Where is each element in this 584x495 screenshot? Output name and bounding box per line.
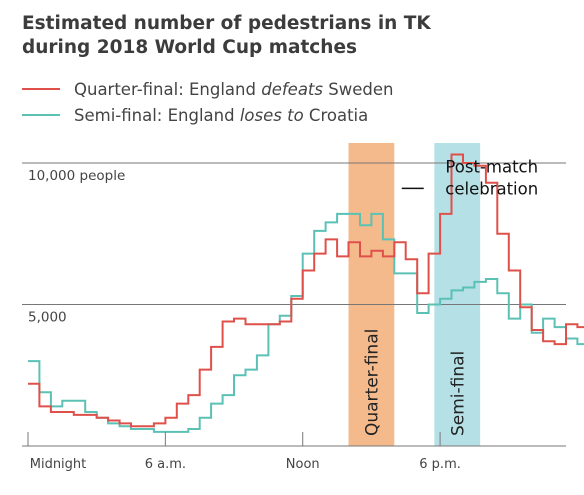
y-tick-label-10000: 10,000 people bbox=[28, 168, 125, 184]
x-tick-label-12: Noon bbox=[286, 457, 320, 472]
band-label-semi-final: Semi-final bbox=[448, 351, 468, 436]
legend-text-prefix: Quarter-final: England bbox=[74, 79, 262, 99]
chart-title-line2: during 2018 World Cup matches bbox=[22, 37, 357, 58]
y-tick-label-5000: 5,000 bbox=[28, 310, 67, 326]
x-tick-label-18: 6 p.m. bbox=[419, 457, 461, 472]
legend-text-suffix: Sweden bbox=[323, 79, 394, 99]
chart-title-line1: Estimated number of pedestrians in TK bbox=[22, 13, 431, 34]
x-tick-label-0: Midnight bbox=[30, 457, 87, 472]
legend-label-semi-final: Semi-final: England loses to Croatia bbox=[74, 106, 368, 125]
legend-swatch-quarter-final bbox=[22, 88, 60, 90]
legend-label-quarter-final: Quarter-final: England defeats Sweden bbox=[74, 80, 393, 99]
legend-text-emph: defeats bbox=[261, 79, 323, 99]
series-line-semi-final bbox=[28, 212, 584, 433]
legend-item-semi-final: Semi-final: England loses to Croatia bbox=[22, 103, 368, 127]
legend-item-quarter-final: Quarter-final: England defeats Sweden bbox=[22, 77, 393, 101]
band-semi-final bbox=[434, 143, 481, 446]
legend-text-emph: loses to bbox=[239, 105, 304, 125]
series-line-quarter-final bbox=[28, 153, 584, 428]
legend-text-prefix: Semi-final: England bbox=[74, 105, 240, 125]
annotation-line1: Post-match bbox=[445, 157, 538, 176]
x-tick-label-6: 6 a.m. bbox=[145, 457, 186, 472]
band-quarter-final bbox=[348, 143, 395, 446]
legend-swatch-semi-final bbox=[22, 114, 60, 116]
chart-title: Estimated number of pedestrians in TK du… bbox=[22, 12, 562, 60]
legend-text-suffix: Croatia bbox=[303, 105, 369, 125]
band-label-quarter-final: Quarter-final bbox=[362, 329, 382, 436]
annotation-line2: celebration bbox=[445, 179, 538, 198]
